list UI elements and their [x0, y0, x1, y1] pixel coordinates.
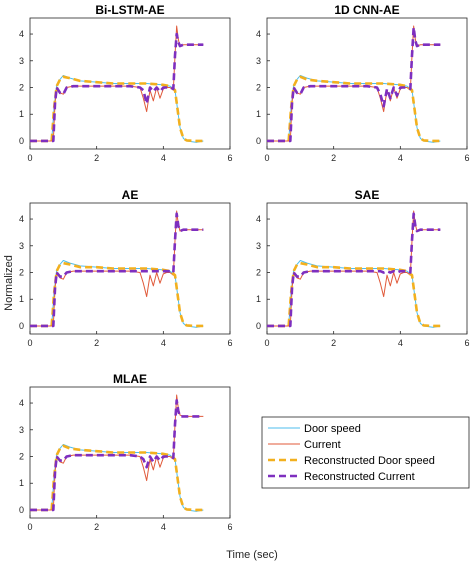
panel-mlae-ytick-label: 0	[19, 505, 24, 515]
panel-ae-title: AE	[122, 188, 139, 202]
panel-ae-xtick-label: 2	[94, 338, 99, 348]
panel-mlae-xtick-label: 4	[161, 522, 166, 532]
panel-1d-cnn-ae-series-reconstructed-door-speed	[267, 75, 441, 143]
panel-ae-series-reconstructed-door-speed	[30, 261, 204, 328]
panel-mlae-title: MLAE	[113, 372, 147, 386]
panel-ae-ytick-label: 2	[19, 268, 24, 278]
panels-group: Bi-LSTM-AE 0 2 4 6 0 1 2 3 4 1D CNN-AE 0 2 4 6 0 1 2 3 4 AE 0…	[19, 3, 470, 532]
panel-ae-ytick-label: 1	[19, 294, 24, 304]
panel-1d-cnn-ae-xtick-label: 4	[398, 153, 403, 163]
legend: Door speed Current Reconstructed Door spee…	[261, 416, 470, 489]
panel-ae-series-reconstructed-current	[30, 212, 204, 328]
panel-1d-cnn-ae: 1D CNN-AE 0 2 4 6 0 1 2 3 4	[256, 3, 470, 163]
panel-mlae-series-reconstructed-door-speed	[30, 444, 204, 512]
panel-1d-cnn-ae-ytick-label: 1	[256, 109, 261, 119]
panel-mlae-ytick-label: 4	[19, 398, 24, 408]
panel-1d-cnn-ae-ytick-label: 0	[256, 136, 261, 146]
panel-1d-cnn-ae-ytick-label: 4	[256, 29, 261, 39]
panel-ae-ytick-label: 4	[19, 214, 24, 224]
panel-mlae: MLAE 0 2 4 6 0 1 2 3 4	[19, 372, 233, 532]
panel-sae-xtick-label: 4	[398, 338, 403, 348]
panel-1d-cnn-ae-xtick-label: 2	[331, 153, 336, 163]
panel-1d-cnn-ae-ytick-label: 2	[256, 83, 261, 93]
y-axis-label: Normalized	[3, 255, 15, 311]
panel-bi-lstm-ae-xtick-label: 4	[161, 153, 166, 163]
panel-bi-lstm-ae: Bi-LSTM-AE 0 2 4 6 0 1 2 3 4	[19, 3, 233, 163]
panel-1d-cnn-ae-xtick-label: 6	[464, 153, 469, 163]
panel-bi-lstm-ae-ytick-label: 1	[19, 109, 24, 119]
panel-sae-series-current	[267, 210, 441, 327]
panel-sae-ytick-label: 4	[256, 214, 261, 224]
panel-mlae-xtick-label: 6	[227, 522, 232, 532]
panel-sae-xtick-label: 0	[264, 338, 269, 348]
panel-sae-ytick-label: 0	[256, 321, 261, 331]
panel-ae-xtick-label: 4	[161, 338, 166, 348]
panel-sae-ytick-label: 3	[256, 241, 261, 251]
panel-1d-cnn-ae-axes-frame	[266, 17, 468, 150]
panel-sae-xtick-label: 6	[464, 338, 469, 348]
panel-ae-ytick-label: 0	[19, 321, 24, 331]
panel-1d-cnn-ae-ytick-label: 3	[256, 56, 261, 66]
panel-sae-series-reconstructed-door-speed	[267, 261, 441, 328]
panel-sae-ytick-label: 2	[256, 268, 261, 278]
panel-ae-xtick-label: 0	[27, 338, 32, 348]
panel-bi-lstm-ae-title: Bi-LSTM-AE	[95, 3, 164, 17]
panel-sae-series-reconstructed-current	[267, 212, 441, 328]
panel-sae: SAE 0 2 4 6 0 1 2 3 4	[256, 188, 470, 348]
panel-bi-lstm-ae-ytick-label: 0	[19, 136, 24, 146]
panel-mlae-ytick-label: 1	[19, 478, 24, 488]
panel-ae: AE 0 2 4 6 0 1 2 3 4	[19, 188, 233, 348]
panel-sae-xtick-label: 2	[331, 338, 336, 348]
panel-1d-cnn-ae-xtick-label: 0	[264, 153, 269, 163]
panel-bi-lstm-ae-ytick-label: 4	[19, 29, 24, 39]
panel-ae-xtick-label: 6	[227, 338, 232, 348]
panel-mlae-ytick-label: 2	[19, 452, 24, 462]
legend-entry-reconstructed-door-speed: Reconstructed Door speed	[304, 455, 435, 467]
panel-mlae-ytick-label: 3	[19, 425, 24, 435]
panel-mlae-xtick-label: 2	[94, 522, 99, 532]
panel-ae-ytick-label: 3	[19, 241, 24, 251]
panel-bi-lstm-ae-xtick-label: 2	[94, 153, 99, 163]
x-axis-label: Time (sec)	[226, 549, 278, 561]
panel-bi-lstm-ae-xtick-label: 0	[27, 153, 32, 163]
panel-ae-series-current	[30, 210, 204, 327]
panel-mlae-xtick-label: 0	[27, 522, 32, 532]
legend-entry-current: Current	[304, 439, 341, 451]
panel-1d-cnn-ae-series-reconstructed-current	[267, 26, 441, 143]
panel-bi-lstm-ae-ytick-label: 3	[19, 56, 24, 66]
legend-entry-reconstructed-current: Reconstructed Current	[304, 471, 415, 483]
panel-sae-ytick-label: 1	[256, 294, 261, 304]
panel-bi-lstm-ae-xtick-label: 6	[227, 153, 232, 163]
legend-entry-door-speed: Door speed	[304, 423, 361, 435]
panel-sae-title: SAE	[355, 188, 380, 202]
panel-1d-cnn-ae-title: 1D CNN-AE	[334, 3, 399, 17]
panel-mlae-series-reconstructed-current	[30, 399, 204, 512]
panel-bi-lstm-ae-ytick-label: 2	[19, 83, 24, 93]
panel-bi-lstm-ae-series-reconstructed-door-speed	[30, 75, 204, 143]
